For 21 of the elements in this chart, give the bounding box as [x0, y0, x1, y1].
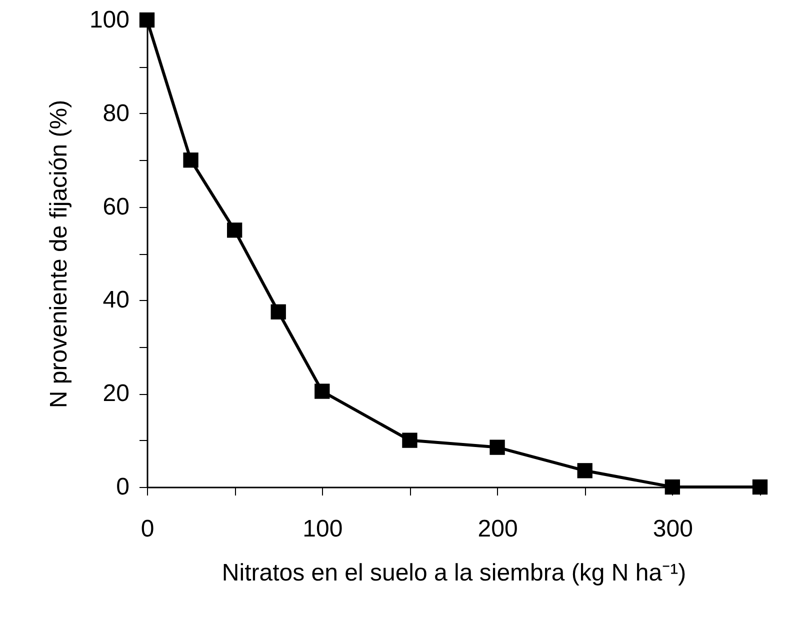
y-tick-label: 100 [89, 6, 130, 34]
point [183, 152, 198, 168]
y-tick-label: 20 [102, 380, 130, 408]
x-tick-label: 100 [302, 516, 343, 542]
point [314, 384, 330, 399]
x-axis-title: Nitratos en el suelo a la siembra (kg N ha⁻¹) [222, 560, 686, 586]
point [490, 440, 505, 455]
point [402, 432, 418, 448]
point [664, 479, 680, 495]
point [577, 463, 592, 478]
x-tick-label: 200 [478, 516, 518, 542]
point [226, 222, 242, 238]
x-tick-label: 300 [652, 516, 693, 542]
point [139, 12, 155, 28]
y-tick-label: 80 [102, 100, 130, 127]
y-tick-label: 60 [102, 193, 130, 220]
y-tick-label: 0 [116, 474, 130, 500]
x-tick-label: 0 [140, 516, 154, 542]
y-axis-title: N proveniente de fijación (%) [45, 100, 72, 408]
point [270, 304, 286, 320]
y-tick-label: 40 [102, 286, 130, 314]
